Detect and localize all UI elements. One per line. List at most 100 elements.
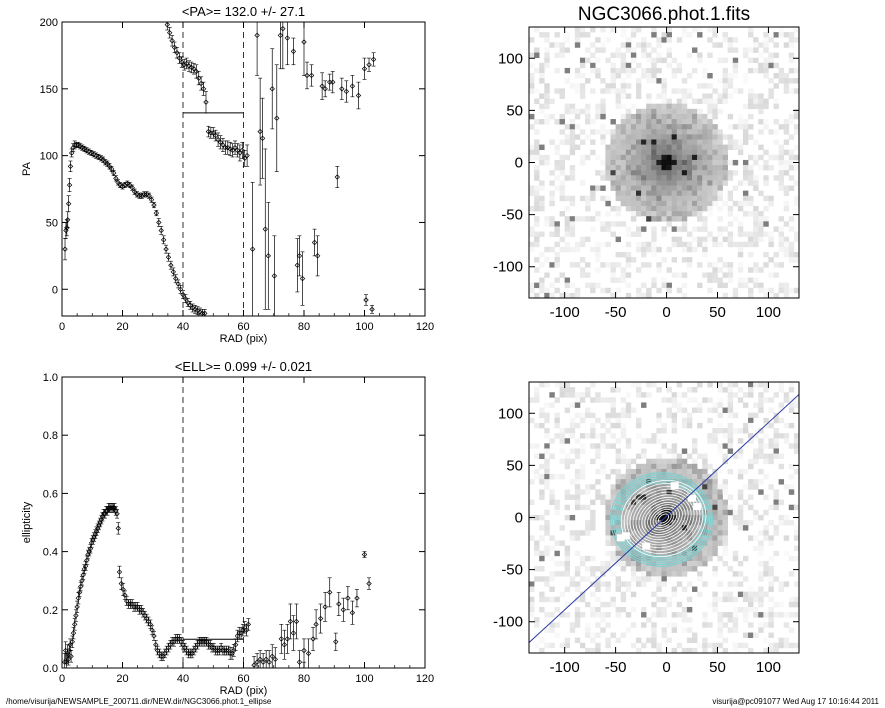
data-point xyxy=(197,309,203,315)
image-pixel xyxy=(615,576,621,582)
image-pixel xyxy=(717,277,723,283)
image-pixel xyxy=(753,277,759,283)
image-pixel xyxy=(615,211,621,217)
image-pixel xyxy=(544,113,550,120)
image-pixel xyxy=(610,277,616,283)
image-pixel xyxy=(778,32,785,38)
image-pixel xyxy=(579,530,586,536)
image-pixel xyxy=(727,591,734,598)
data-point xyxy=(164,22,170,28)
galaxy-image-panel: -100 -50 0 50 100-100-50050100NGC3066.phot.1… xyxy=(493,4,800,321)
image-pixel xyxy=(671,422,678,429)
image-pixel xyxy=(707,73,713,79)
image-pixel xyxy=(544,520,550,526)
image-pixel xyxy=(579,392,586,398)
image-pixel xyxy=(651,622,657,628)
image-pixel xyxy=(564,458,571,465)
image-pixel xyxy=(661,443,667,449)
image-pixel xyxy=(559,119,565,125)
image-pixel xyxy=(625,205,632,212)
image-pixel xyxy=(742,555,749,562)
image-pixel xyxy=(763,180,769,186)
image-pixel xyxy=(585,433,591,439)
image-pixel xyxy=(681,144,688,151)
image-pixel xyxy=(564,438,571,444)
image-pixel xyxy=(722,514,728,521)
masked-pixel xyxy=(688,494,697,502)
image-pixel xyxy=(651,632,657,638)
image-pixel xyxy=(544,382,550,388)
image-pixel xyxy=(651,108,657,115)
image-pixel xyxy=(625,159,632,166)
image-pixel xyxy=(605,540,611,546)
image-pixel xyxy=(681,555,688,562)
image-pixel xyxy=(605,499,611,506)
image-pixel xyxy=(697,154,703,161)
image-pixel xyxy=(610,52,616,58)
image-pixel xyxy=(676,108,683,115)
image-pixel xyxy=(702,216,708,222)
image-pixel xyxy=(717,257,723,263)
image-pixel xyxy=(595,443,601,449)
image-pixel xyxy=(529,246,535,253)
image-pixel xyxy=(574,484,581,490)
image-pixel xyxy=(656,211,662,217)
image-pixel xyxy=(630,113,637,120)
image-pixel xyxy=(590,412,596,419)
image-pixel xyxy=(656,139,662,145)
image-pixel xyxy=(651,282,657,289)
image-pixel xyxy=(559,392,565,398)
image-pixel xyxy=(574,412,581,419)
image-pixel xyxy=(549,216,555,222)
image-pixel xyxy=(630,530,637,536)
image-pixel xyxy=(635,139,642,145)
image-pixel xyxy=(753,514,759,521)
image-pixel xyxy=(692,525,698,531)
image-pixel xyxy=(666,37,672,43)
image-pixel xyxy=(605,159,611,166)
image-pixel xyxy=(666,149,672,156)
data-point xyxy=(269,86,275,92)
image-pixel xyxy=(646,617,652,623)
data-point xyxy=(77,143,83,149)
image-pixel xyxy=(529,190,535,197)
image-pixel xyxy=(574,108,581,115)
image-pixel xyxy=(758,42,764,48)
image-pixel xyxy=(783,205,790,212)
image-pixel xyxy=(641,175,647,181)
image-pixel xyxy=(569,422,576,429)
image-pixel xyxy=(758,190,764,197)
image-pixel xyxy=(534,190,540,197)
image-pixel xyxy=(717,159,723,166)
image-pixel xyxy=(605,144,611,151)
image-pixel xyxy=(564,494,571,500)
image-pixel xyxy=(625,494,632,500)
masked-pixel xyxy=(621,532,630,540)
image-pixel xyxy=(681,463,688,470)
image-pixel xyxy=(534,205,540,212)
image-pixel xyxy=(564,195,571,202)
image-pixel xyxy=(564,124,571,130)
image-pixel xyxy=(722,443,728,449)
image-pixel xyxy=(676,468,683,475)
image-pixel xyxy=(727,241,734,248)
image-pixel xyxy=(676,144,683,151)
image-pixel xyxy=(666,62,672,69)
image-pixel xyxy=(702,535,708,541)
image-pixel xyxy=(574,550,581,557)
image-pixel xyxy=(717,540,723,546)
image-pixel xyxy=(615,149,621,156)
image-pixel xyxy=(712,479,718,485)
image-pixel xyxy=(717,448,723,454)
data-point xyxy=(83,147,90,153)
image-pixel xyxy=(788,67,795,74)
data-point xyxy=(354,595,360,601)
image-pixel xyxy=(534,119,540,125)
image-pixel xyxy=(778,612,785,618)
image-pixel xyxy=(681,27,688,33)
image-pixel xyxy=(692,535,698,541)
image-pixel xyxy=(534,216,540,222)
image-pixel xyxy=(681,241,688,248)
image-pixel xyxy=(727,195,734,202)
image-pixel xyxy=(763,62,769,69)
